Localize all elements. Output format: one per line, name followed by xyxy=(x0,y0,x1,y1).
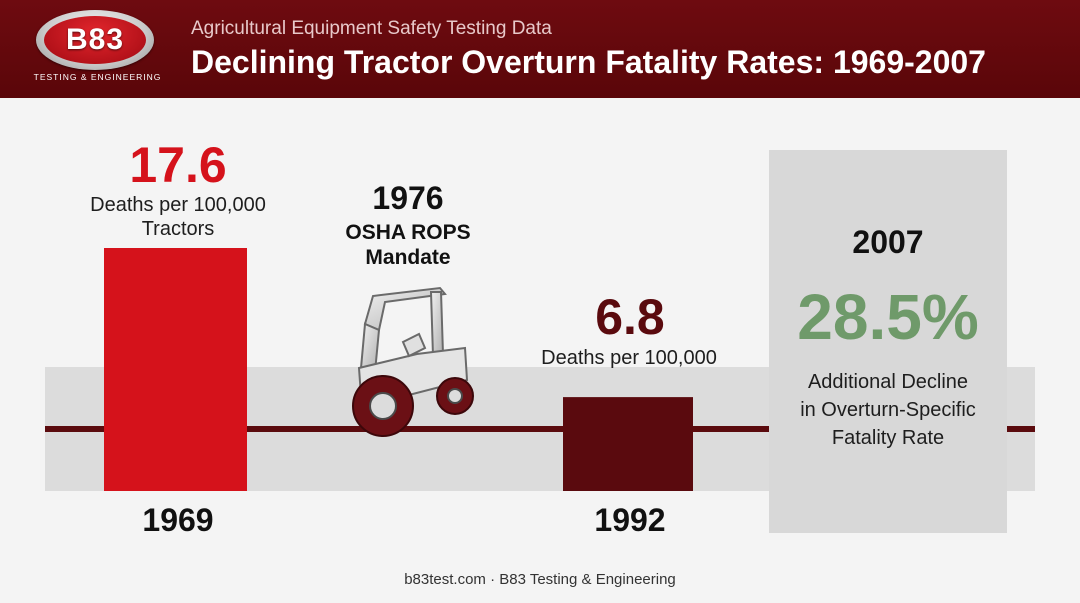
final-percent-label: 28.5% xyxy=(797,281,979,353)
event-title-line2: Mandate xyxy=(365,246,451,269)
header-kicker: Agricultural Equipment Safety Testing Da… xyxy=(191,18,552,39)
timeline-axis-line xyxy=(45,426,1035,432)
tractor-icon xyxy=(352,286,474,437)
unit-label-1992: Deaths per 100,000 xyxy=(541,347,717,369)
bar-1992 xyxy=(563,397,693,491)
event-year: 1976 xyxy=(372,180,444,216)
logo-tagline: TESTING & ENGINEERING xyxy=(33,72,162,82)
value-label-1969: 17.6 xyxy=(129,137,227,193)
final-desc-line3: Fatality Rate xyxy=(831,427,945,449)
final-desc-line2: in Overturn-Specific xyxy=(800,399,976,421)
event-title-line1: OSHA ROPS xyxy=(345,221,471,244)
final-desc-line1: Additional Decline xyxy=(807,371,969,393)
b83-logo: B83 TESTING & ENGINEERING xyxy=(30,10,165,88)
tick-label-1992: 1992 xyxy=(594,502,666,538)
page-title: Declining Tractor Overturn Fatality Rate… xyxy=(191,44,986,80)
header-bar: B83 TESTING & ENGINEERING Agricultural E… xyxy=(0,0,1080,98)
value-label-1992: 6.8 xyxy=(595,289,665,345)
final-year-label: 2007 xyxy=(852,224,924,260)
unit-label-1969: Deaths per 100,000 Tractors xyxy=(90,194,266,240)
final-year-panel xyxy=(769,150,1007,533)
logo-text: B83 xyxy=(44,16,146,64)
footer-credit: b83test.com · B83 Testing & Engineering xyxy=(404,571,676,588)
tick-label-1969: 1969 xyxy=(142,502,214,538)
bar-1969 xyxy=(104,248,247,491)
